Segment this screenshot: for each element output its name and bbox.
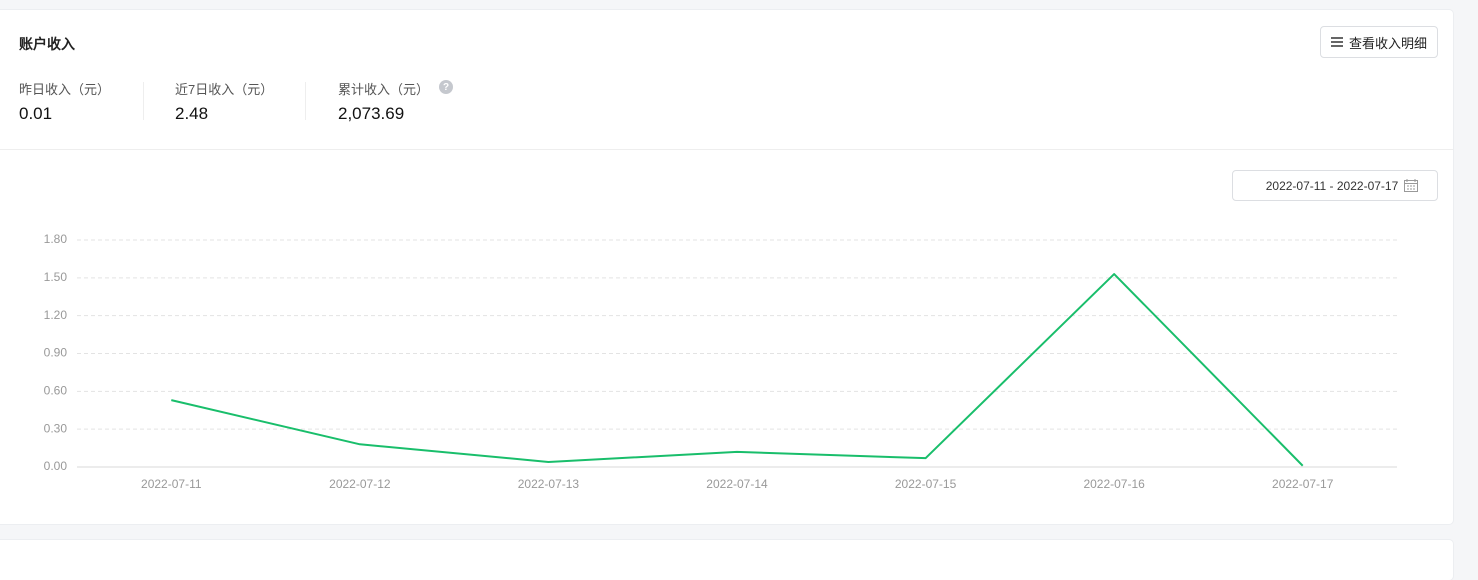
y-tick-label: 0.30 [44,421,68,435]
y-tick-label: 1.20 [44,308,68,322]
line [171,273,1304,467]
y-tick-label: 0.90 [44,346,68,360]
help-icon[interactable]: ? [439,80,453,94]
income-chart: 0.00 0.30 0.60 0.90 1.20 1.50 1.80 2022-07-11 20… [44,232,1397,491]
y-tick-label: 1.80 [44,232,68,246]
stat-value: 0.01 [19,104,53,123]
y-tick-label: 0.00 [44,459,68,473]
detail-button[interactable]: 查看收入明细 [1320,26,1438,58]
detail-button-label: 查看收入明细 [1348,35,1427,51]
stat-label: 累计收入（元） [338,82,430,97]
next-card [0,540,1453,580]
y-tick-label: 0.60 [44,384,68,398]
page: 账户收入 查看收入明细 昨日收入（元） 0.01 近7日收入（元） 2.48 累… [0,10,1453,524]
divider [305,82,306,120]
x-tick-label: 2022-07-17 [1272,477,1334,491]
income-card [0,10,1453,524]
card-title: 账户收入 [19,36,75,52]
stat-value: 2.48 [175,104,209,123]
x-tick-label: 2022-07-12 [329,477,391,491]
y-tick-label: 1.50 [44,270,68,284]
separator [0,149,1453,150]
x-tick-label: 2022-07-16 [1083,477,1145,491]
menu-icon [1330,37,1343,47]
stat-label: 近7日收入（元） [175,82,274,97]
divider [143,82,144,120]
stat-value: 2,073.69 [338,104,405,123]
x-tick-label: 2022-07-15 [895,477,957,491]
date-range: 2022-07-11 - 2022-07-17 [1265,178,1399,193]
svg-text:?: ? [443,82,449,93]
stat-label: 昨日收入（元） [19,82,111,97]
x-tick-label: 2022-07-14 [706,477,768,491]
x-tick-label: 2022-07-13 [518,477,580,491]
x-tick-label: 2022-07-11 [141,477,202,491]
calendar-icon [1404,179,1419,192]
date-picker[interactable]: 2022-07-11 - 2022-07-17 [1232,170,1438,201]
